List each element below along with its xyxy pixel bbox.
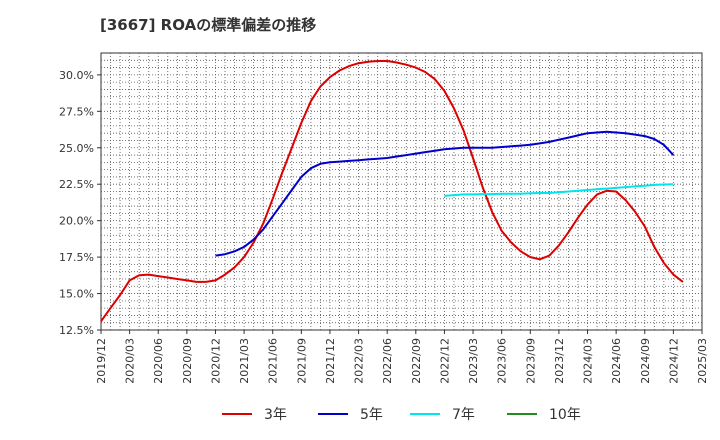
y-tick-label: 25.0% <box>59 142 94 155</box>
legend-label: 3年 <box>264 407 287 423</box>
x-tick-label: 2021/09 <box>295 338 308 384</box>
series-lines <box>100 60 684 322</box>
x-tick-label: 2025/03 <box>696 338 709 384</box>
x-tick-label: 2021/06 <box>267 338 280 384</box>
x-tick-label: 2021/12 <box>324 338 337 384</box>
y-tick-label: 22.5% <box>59 178 94 191</box>
y-tick-label: 12.5% <box>59 324 94 337</box>
x-tick-label: 2024/12 <box>667 338 680 384</box>
x-tick-label: 2024/06 <box>610 338 623 384</box>
y-tick-label: 20.0% <box>59 215 94 228</box>
x-tick-label: 2020/09 <box>181 338 194 384</box>
grid-lines <box>101 53 702 330</box>
legend-label: 5年 <box>360 407 383 423</box>
y-tick-label: 27.5% <box>59 105 94 118</box>
x-tick-label: 2022/03 <box>353 338 366 384</box>
x-tick-label: 2019/12 <box>95 338 108 384</box>
x-tick-label: 2024/09 <box>639 338 652 384</box>
series-line-2 <box>215 130 675 257</box>
y-axis: 12.5% 15.0% 17.5% 20.0% 22.5% 25.0% 27.5% 30.0% <box>59 69 101 337</box>
x-tick-label: 2023/06 <box>496 338 509 384</box>
x-tick-label: 2022/12 <box>438 338 451 384</box>
x-tick-label: 2023/03 <box>467 338 480 384</box>
x-tick-label: 2023/09 <box>524 338 537 384</box>
x-axis: 2019/12 2020/03 2020/06 2020/09 2020/12 2021/… <box>95 330 709 384</box>
y-tick-label: 15.0% <box>59 288 94 301</box>
x-tick-label: 2024/03 <box>582 338 595 384</box>
x-tick-label: 2020/06 <box>152 338 165 384</box>
legend-label: 10年 <box>549 407 581 423</box>
y-tick-label: 17.5% <box>59 251 94 264</box>
x-tick-label: 2022/09 <box>410 338 423 384</box>
x-tick-label: 2020/12 <box>209 338 222 384</box>
y-tick-label: 30.0% <box>59 69 94 82</box>
x-tick-label: 2020/03 <box>124 338 137 384</box>
x-tick-label: 2023/12 <box>553 338 566 384</box>
chart-title: [3667] ROAの標準偏差の推移 <box>100 16 316 34</box>
legend-label: 7年 <box>452 407 475 423</box>
x-tick-label: 2021/03 <box>238 338 251 384</box>
series-line-3 <box>444 183 674 197</box>
legend: 3年 5年 7年 10年 <box>222 407 581 423</box>
series-line-1 <box>100 60 684 322</box>
x-tick-label: 2022/06 <box>381 338 394 384</box>
